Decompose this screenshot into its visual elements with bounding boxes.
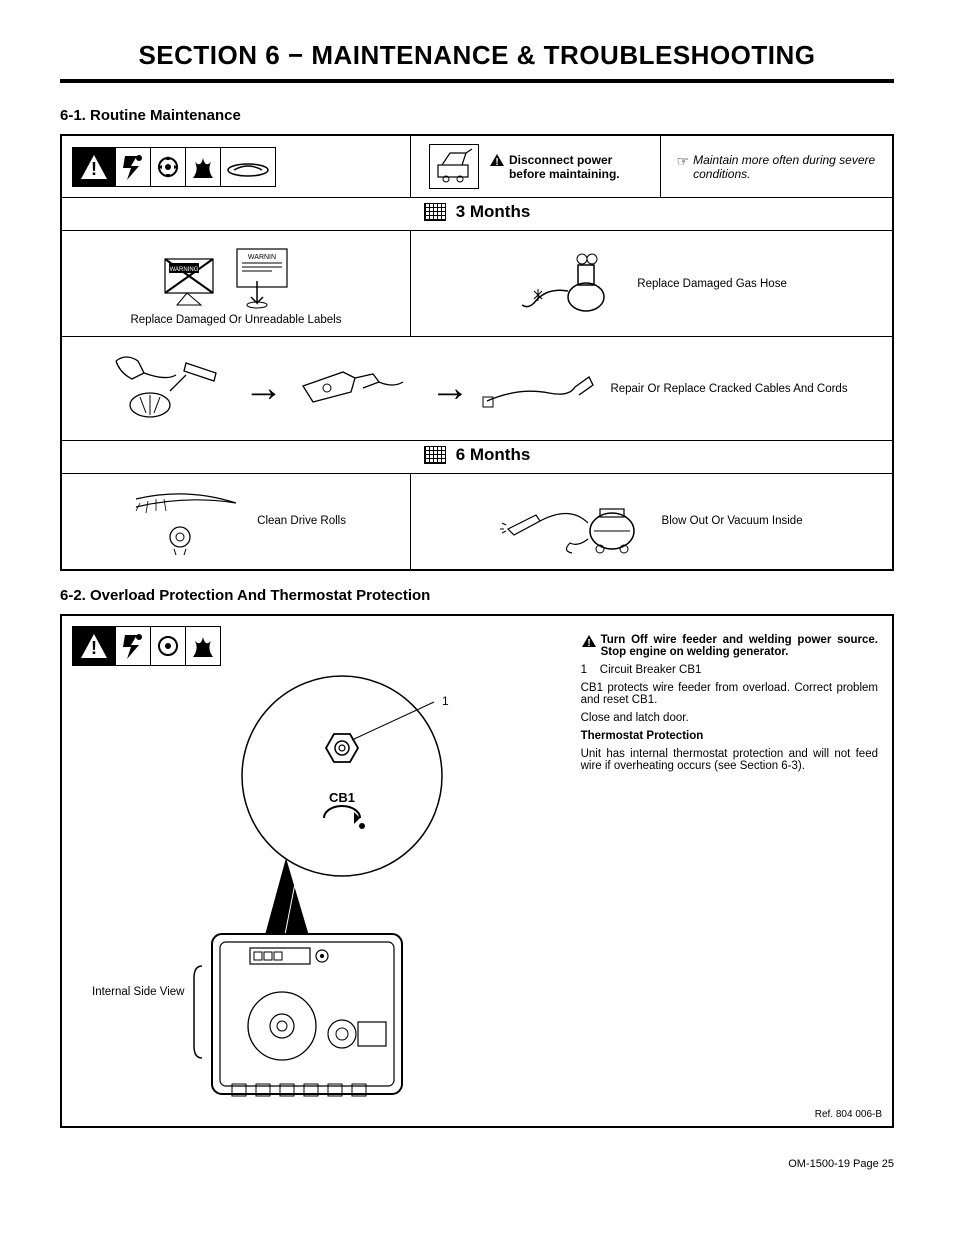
close-door-text: Close and latch door. xyxy=(581,712,878,724)
calendar-icon xyxy=(424,446,446,464)
section-title: SECTION 6 − MAINTENANCE & TROUBLESHOOTIN… xyxy=(60,40,894,83)
shock-hazard-icon xyxy=(115,626,151,666)
cable-cord-illustration xyxy=(479,357,599,420)
arrow-icon: → xyxy=(244,366,284,411)
svg-text:WARNING: WARNING xyxy=(170,267,199,273)
cb-label: Circuit Breaker CB1 xyxy=(600,664,702,676)
subsection-6-2-heading: 6-2. Overload Protection And Thermostat … xyxy=(60,587,894,604)
period-3-months-label: 3 Months xyxy=(456,202,531,222)
svg-text:!: ! xyxy=(495,157,498,168)
gas-hose-illustration xyxy=(516,247,626,320)
overload-protection-figure: ! 1 xyxy=(60,614,894,1128)
svg-text:WARNIN: WARNIN xyxy=(248,254,276,261)
cb-description: CB1 protects wire feeder from overload. … xyxy=(581,682,878,706)
shock-hazard-icon xyxy=(115,147,151,187)
alert-triangle-icon: ! xyxy=(581,634,597,658)
cb-number: 1 xyxy=(581,664,587,676)
subsection-6-1-heading: 6-1. Routine Maintenance xyxy=(60,107,894,124)
warning-triangle-icon: ! xyxy=(72,626,116,666)
alert-triangle-icon: ! xyxy=(489,153,505,172)
moving-parts-icon xyxy=(150,626,186,666)
arrow-icon: → xyxy=(430,366,470,411)
svg-text:!: ! xyxy=(91,159,97,179)
hot-parts-icon xyxy=(185,626,221,666)
cable-gun-illustration xyxy=(293,352,413,425)
svg-text:!: ! xyxy=(91,638,97,658)
warning-icon-strip: ! xyxy=(72,147,400,187)
repair-cables-text: Repair Or Replace Cracked Cables And Cor… xyxy=(610,383,847,395)
figure-reference: Ref. 804 006-B xyxy=(815,1109,882,1120)
cb1-mark: CB1 xyxy=(329,790,355,805)
internal-side-view-label: Internal Side View xyxy=(92,986,184,998)
cable-clamp-illustration xyxy=(106,347,226,430)
hot-parts-icon xyxy=(185,147,221,187)
period-6-months-label: 6 Months xyxy=(456,445,531,465)
read-manual-icon xyxy=(220,147,276,187)
warning-icon-strip: ! xyxy=(72,626,567,666)
labels-illustration: WARNING WARNIN xyxy=(157,241,307,314)
wire-feeder-icon xyxy=(429,144,479,189)
turn-off-warning-text: Turn Off wire feeder and welding power s… xyxy=(601,634,878,658)
maintenance-table: ! xyxy=(60,134,894,571)
cb1-diagram: CB1 xyxy=(82,666,562,1126)
svg-text:!: ! xyxy=(587,638,590,649)
thermostat-description: Unit has internal thermostat protection … xyxy=(581,748,878,772)
moving-parts-icon xyxy=(150,147,186,187)
calendar-icon xyxy=(424,203,446,221)
replace-gas-hose-text: Replace Damaged Gas Hose xyxy=(637,278,787,290)
warning-triangle-icon: ! xyxy=(72,147,116,187)
vacuum-illustration xyxy=(500,485,650,558)
blow-out-vacuum-text: Blow Out Or Vacuum Inside xyxy=(662,515,803,527)
page-footer: OM-1500-19 Page 25 xyxy=(60,1158,894,1170)
thermostat-heading: Thermostat Protection xyxy=(581,730,878,742)
clean-drive-rolls-text: Clean Drive Rolls xyxy=(257,515,346,527)
disconnect-power-text: Disconnect power before maintaining. xyxy=(509,153,644,181)
drive-rolls-illustration xyxy=(126,485,246,558)
replace-labels-text: Replace Damaged Or Unreadable Labels xyxy=(130,314,341,326)
note-hand-icon: ☞ xyxy=(677,153,690,170)
maintain-note-text: Maintain more often during severe condit… xyxy=(693,153,876,181)
